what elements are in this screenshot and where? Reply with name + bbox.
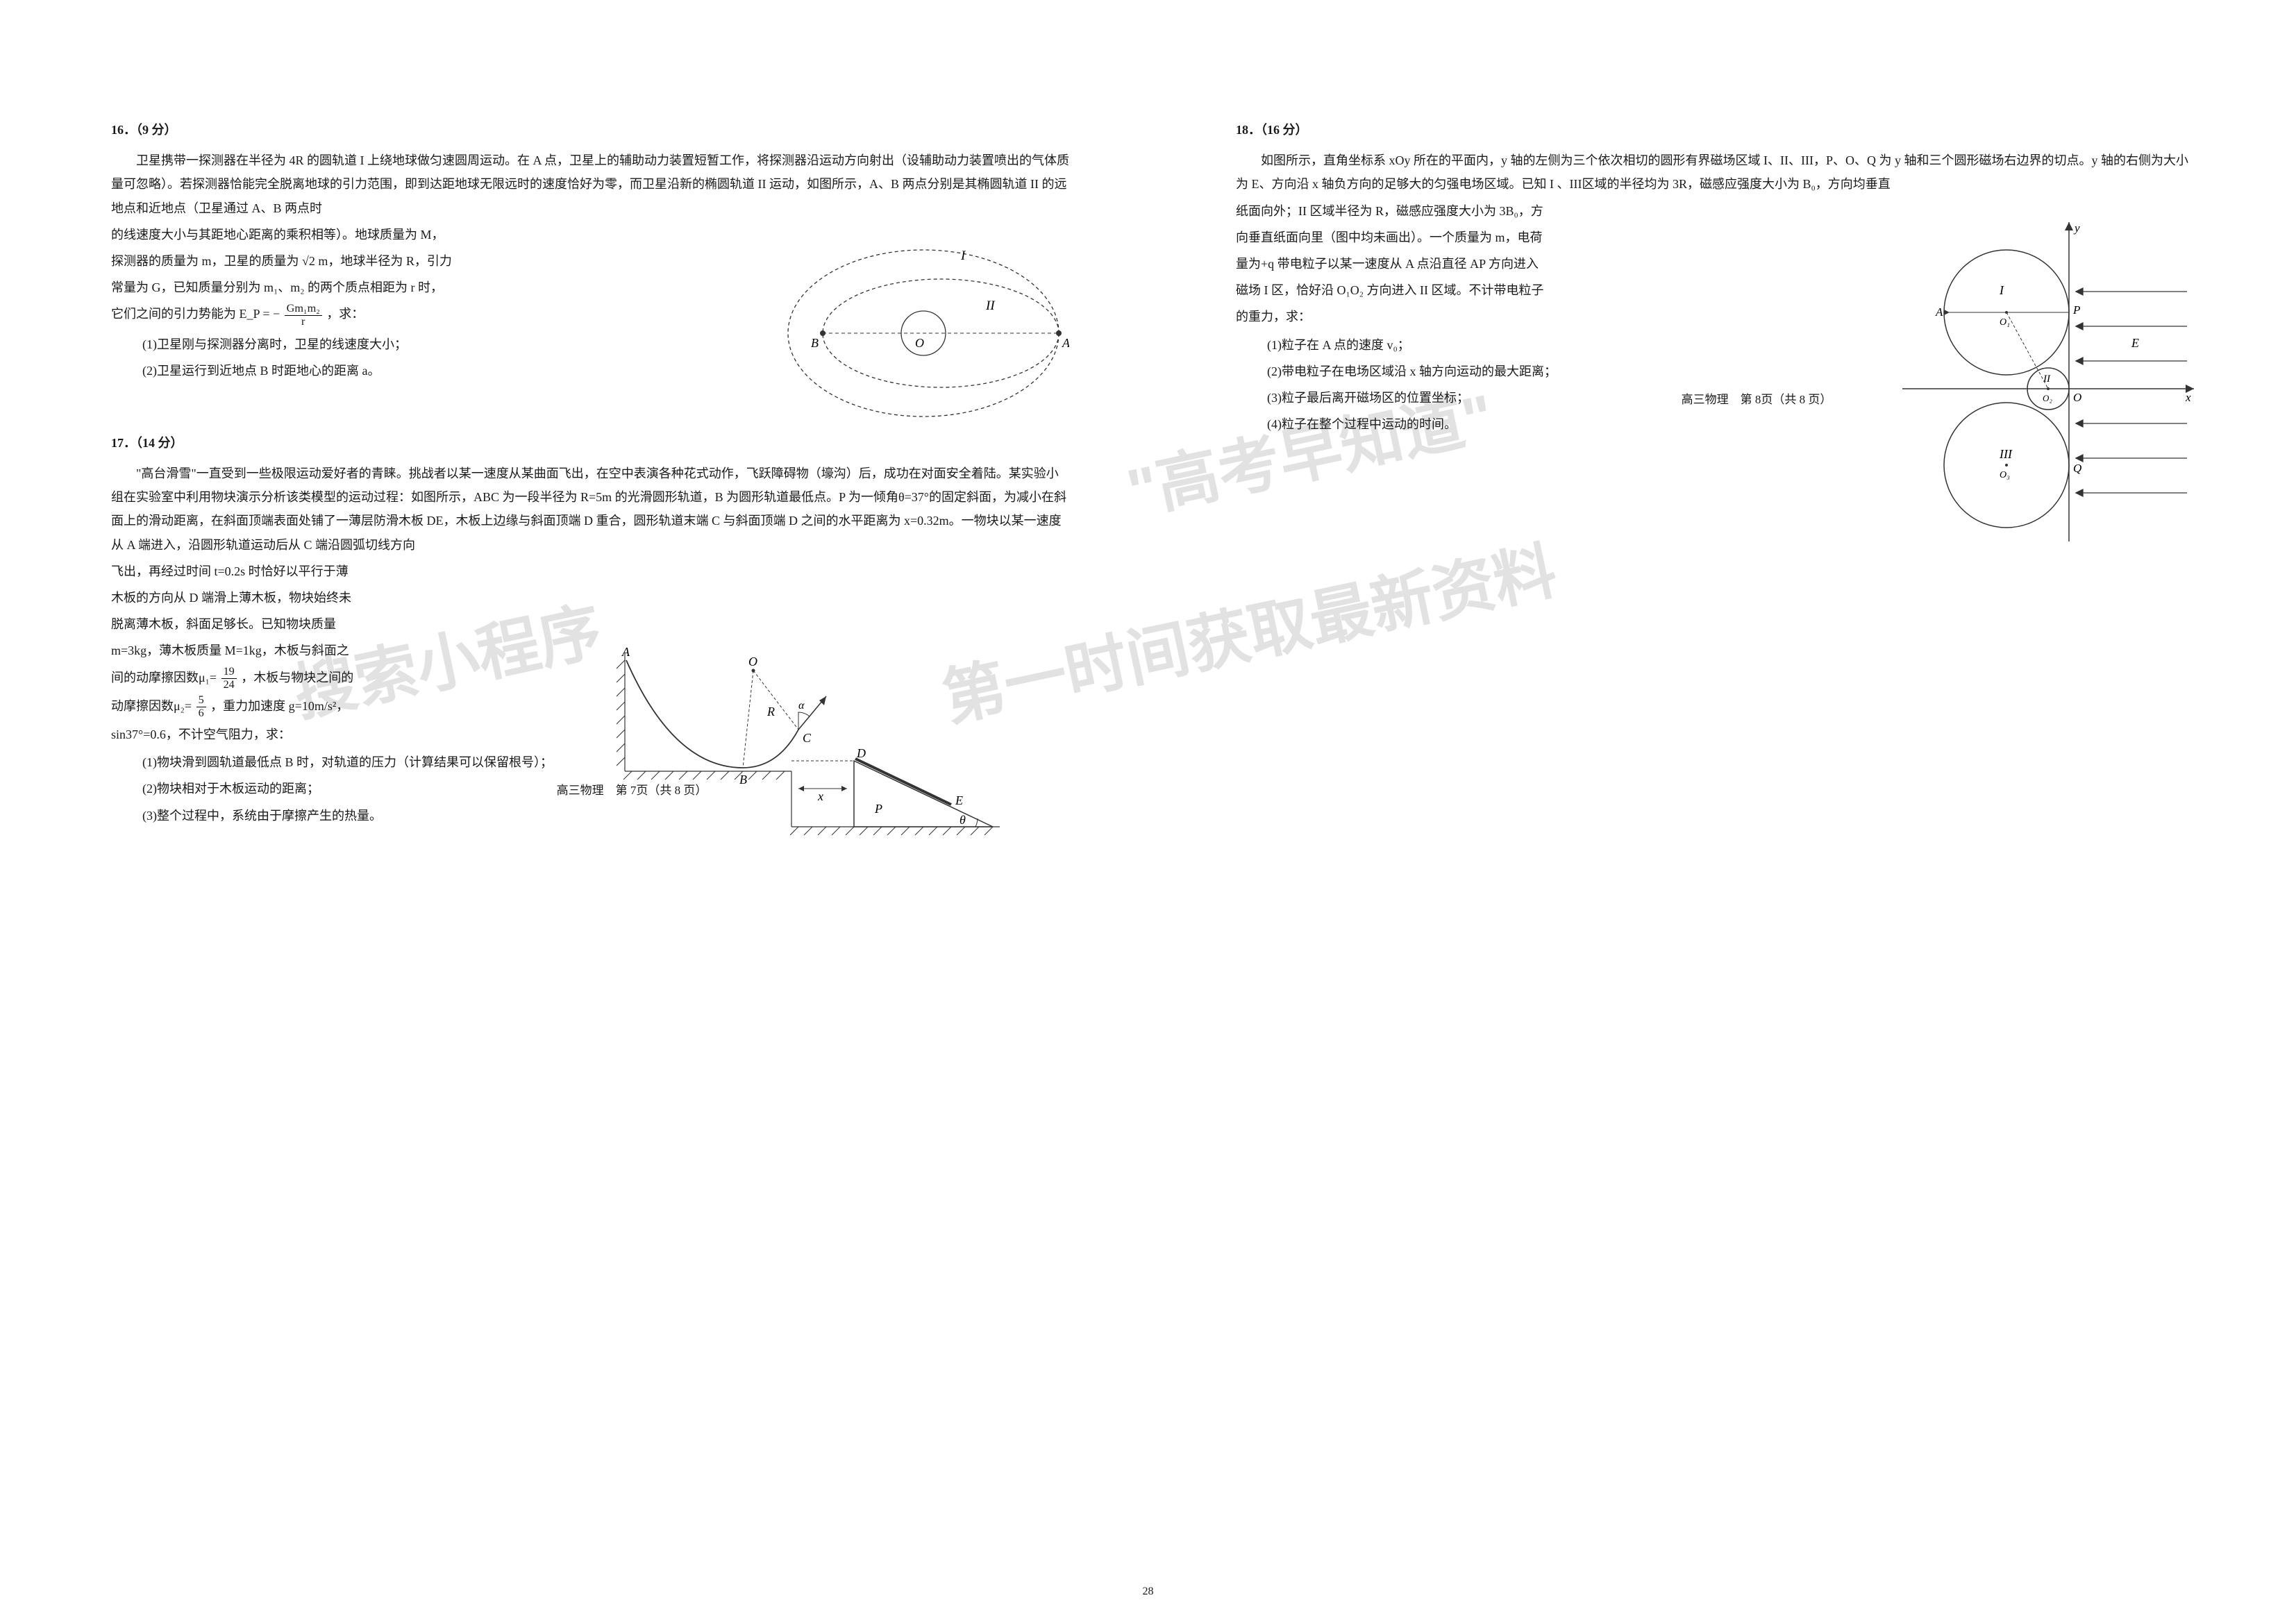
q17-p6-pre: 间的动摩擦因数μ₁= (111, 671, 220, 684)
q16-subs: (1)卫星刚与探测器分离时，卫星的线速度大小； (2)卫星运行到近地点 B 时距… (142, 333, 750, 382)
q16-p2: 的线速度大小与其距地心距离的乘积相等）。地球质量为 M， (111, 223, 750, 246)
q18-p2: 纸面向外；II 区域半径为 R，磁感应强度大小为 3B₀，方 (1236, 199, 1875, 223)
q17-p4: 脱离薄木板，斜面足够长。已知物块质量 (111, 612, 583, 636)
q18-sub2: (2)带电粒子在电场区域沿 x 轴方向运动的最大距离； (1267, 360, 1875, 383)
q16-p4: 常量为 G，已知质量分别为 m₁、m₂ 的两个质点相距为 r 时， (111, 276, 750, 299)
svg-text:D: D (856, 746, 866, 760)
svg-text:O₁: O₁ (2000, 317, 2010, 328)
q16-sub1: (1)卫星刚与探测器分离时，卫星的线速度大小； (142, 333, 750, 356)
footer-right: 高三物理 第 8页（共 8 页） (1236, 389, 2277, 411)
q16-heading: 16．（9 分） (111, 118, 1069, 142)
q17-p6-post: ，木板与物块之间的 (241, 671, 353, 684)
q17-p2: 飞出，再经过时间 t=0.2s 时恰好以平行于薄 (111, 560, 583, 583)
q16-fig-I: I (960, 249, 966, 263)
svg-text:E: E (2131, 336, 2139, 350)
svg-text:I: I (1999, 283, 2004, 297)
q17-p7: 动摩擦因数μ₂= 5 6 ，重力加速度 g=10m/s²， (111, 694, 583, 720)
q16-p3: 探测器的质量为 m，卫星的质量为 √2 m，地球半径为 R，引力 (111, 249, 750, 273)
page-7: 16．（9 分） 卫星携带一探测器在半径为 4R 的圆轨道 I 上绕地球做匀速圆… (69, 118, 1111, 830)
svg-text:C: C (803, 731, 812, 745)
footer-left: 高三物理 第 7页（共 8 页） (111, 780, 1153, 802)
svg-text:O₃: O₃ (2000, 470, 2010, 480)
q16-p5-pre: 它们之间的引力势能为 E_P = − (111, 307, 283, 321)
svg-text:III: III (1999, 447, 2013, 461)
q17-p5: m=3kg，薄木板质量 M=1kg，木板与斜面之 (111, 639, 583, 662)
q16-fig-B: B (811, 336, 819, 350)
svg-text:y: y (2073, 221, 2080, 235)
q17-p1: "高台滑雪"一直受到一些极限运动爱好者的青睐。挑战者以某一速度从某曲面飞出，在空… (111, 462, 1069, 557)
q17-p6: 间的动摩擦因数μ₁= 19 24 ，木板与物块之间的 (111, 666, 583, 691)
q17-p7-post: ，重力加速度 g=10m/s²， (210, 699, 349, 713)
svg-text:Q: Q (2073, 462, 2081, 475)
q16-fig-II: II (985, 298, 996, 313)
svg-text:II: II (2043, 373, 2051, 385)
q16-fig-O: O (915, 336, 924, 350)
q17-heading: 17．（14 分） (111, 431, 1069, 455)
svg-text:P: P (2072, 303, 2080, 317)
page-8: 18．（16 分） 如图所示，直角坐标系 xOy 所在的平面内，y 轴的左侧为三… (1194, 118, 2236, 439)
q18-heading: 18．（16 分） (1236, 118, 2194, 142)
q16-sub2: (2)卫星运行到近地点 B 时距地心的距离 a。 (142, 359, 750, 382)
q17-frac1: 19 24 (221, 666, 237, 691)
q18-p4: 量为+q 带电粒子以某一速度从 A 点沿直径 AP 方向进入 (1236, 252, 1875, 276)
q16-fig-A: A (1062, 336, 1069, 350)
q17-frac1-den: 24 (221, 679, 237, 691)
q18-p1: 如图所示，直角坐标系 xOy 所在的平面内，y 轴的左侧为三个依次相切的圆形有界… (1236, 149, 2194, 196)
q16-p5-post: ，求： (326, 307, 364, 321)
svg-text:R: R (766, 705, 775, 718)
q18-subs: (1)粒子在 A 点的速度 v₀； (2)带电粒子在电场区域沿 x 轴方向运动的… (1267, 333, 1875, 437)
q17-figure: A B C D E O P R x θ α (597, 625, 1028, 848)
q16-p5: 它们之间的引力势能为 E_P = − Gm₁m₂ r ，求： (111, 302, 750, 328)
q18-p5: 磁场 I 区，恰好沿 O₁O₂ 方向进入 II 区域。不计带电粒子 (1236, 278, 1875, 302)
q17-frac2: 5 6 (196, 694, 206, 720)
q18-p3: 向垂直纸面向里（图中均未画出）。一个质量为 m，电荷 (1236, 226, 1875, 249)
q18-sub1: (1)粒子在 A 点的速度 v₀； (1267, 333, 1875, 357)
q16-frac: Gm₁m₂ r (285, 303, 322, 328)
q17-frac2-den: 6 (196, 707, 206, 720)
bottom-pagenum: 28 (1143, 1581, 1154, 1602)
svg-text:P: P (874, 802, 882, 816)
question-17: 17．（14 分） "高台滑雪"一直受到一些极限运动爱好者的青睐。挑战者以某一速… (111, 431, 1069, 827)
svg-text:A: A (621, 645, 630, 659)
q16-figure: I II O A B (778, 229, 1069, 423)
q16-frac-num: Gm₁m₂ (285, 303, 322, 316)
svg-text:A: A (1935, 305, 1943, 319)
q18-p6: 的重力，求： (1236, 305, 1875, 328)
q18-figure: A P O Q I II III O₁ O₂ O₃ y x E (1895, 208, 2201, 555)
q17-frac1-num: 19 (221, 666, 237, 679)
svg-text:α: α (798, 700, 805, 712)
question-16: 16．（9 分） 卫星携带一探测器在半径为 4R 的圆轨道 I 上绕地球做匀速圆… (111, 118, 1069, 382)
q17-p7-pre: 动摩擦因数μ₂= (111, 699, 195, 713)
q16-frac-den: r (285, 316, 322, 328)
svg-text:O: O (748, 655, 757, 668)
svg-text:θ: θ (960, 813, 966, 827)
q17-frac2-num: 5 (196, 694, 206, 707)
q18-sub4: (4)粒子在整个过程中运动的时间。 (1267, 412, 1875, 436)
q17-p3: 木板的方向从 D 端滑上薄木板，物块始终未 (111, 586, 583, 609)
q16-p1: 卫星携带一探测器在半径为 4R 的圆轨道 I 上绕地球做匀速圆周运动。在 A 点… (111, 149, 1069, 220)
